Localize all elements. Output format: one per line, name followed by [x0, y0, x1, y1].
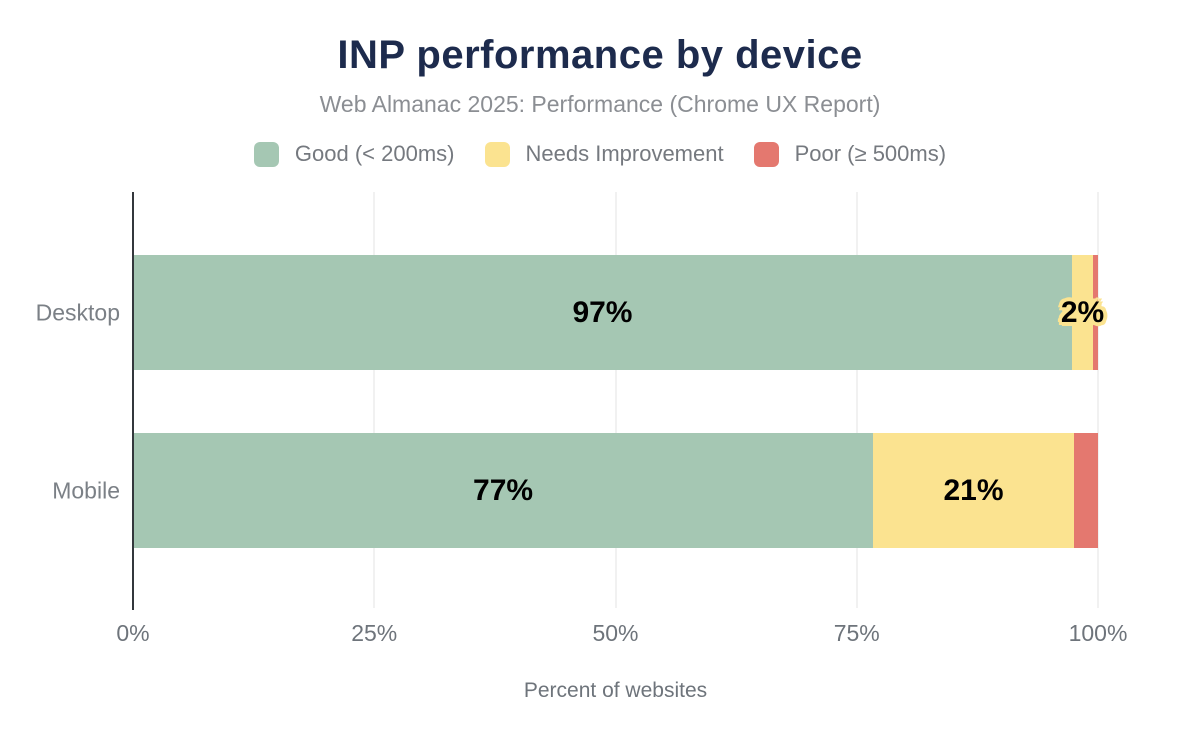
category-label-desktop: Desktop — [35, 299, 120, 325]
plot-area: 0% 25% 50% 75% 100% 97% 2% 77% 21% — [116, 192, 1127, 646]
chart-title: INP performance by device — [337, 33, 863, 77]
bar-desktop: 97% 2% — [133, 255, 1104, 370]
chart-subtitle: Web Almanac 2025: Performance (Chrome UX… — [319, 91, 881, 117]
gridline-75 — [855, 192, 858, 608]
bar-segment-desktop-needs-improvement[interactable]: 2% — [1061, 255, 1104, 370]
bar-value-label: 77% — [473, 473, 534, 507]
bar-segment-mobile-good-200ms[interactable]: 77% — [133, 433, 874, 548]
legend-label: Needs Improvement — [525, 141, 724, 166]
x-tick-100: 100% — [1068, 620, 1128, 646]
legend-swatch-needs-improvement — [484, 141, 510, 167]
bar-value-label: 2% — [1060, 295, 1105, 329]
bar-segment-desktop-poor-500ms[interactable] — [1093, 255, 1098, 370]
bar-segment-mobile-needs-improvement[interactable]: 21% — [873, 433, 1074, 548]
x-axis-title: Percent of websites — [523, 679, 708, 702]
x-tick-50: 50% — [592, 620, 639, 646]
legend-item-poor-500ms: Poor (≥ 500ms) — [753, 141, 947, 167]
x-tick-25: 25% — [351, 620, 398, 646]
category-label-mobile: Mobile — [52, 477, 120, 503]
bar-value-label: 21% — [943, 473, 1004, 507]
legend-item-good-200ms: Good (< 200ms) — [253, 141, 455, 167]
legend-label: Good (< 200ms) — [294, 141, 455, 166]
legend-label: Poor (≥ 500ms) — [794, 141, 947, 166]
legend-swatch-poor-500ms — [753, 141, 779, 167]
bar-mobile: 77% 21% — [133, 433, 1098, 548]
x-tick-75: 75% — [833, 620, 880, 646]
gridline-50 — [614, 192, 617, 608]
y-axis-line — [132, 192, 134, 610]
gridline-25 — [373, 192, 376, 608]
bar-segment-mobile-poor-500ms[interactable] — [1073, 433, 1098, 548]
legend-item-needs-improvement: Needs Improvement — [484, 141, 724, 167]
bar-value-label: 97% — [572, 295, 633, 329]
gridline-100 — [1097, 192, 1099, 608]
x-tick-0: 0% — [116, 620, 150, 646]
bar-segment-desktop-good-200ms[interactable]: 97% — [133, 255, 1072, 370]
legend-swatch-good-200ms — [253, 141, 279, 167]
legend: Good (< 200ms) Needs Improvement Poor (≥ 5… — [0, 141, 1200, 167]
